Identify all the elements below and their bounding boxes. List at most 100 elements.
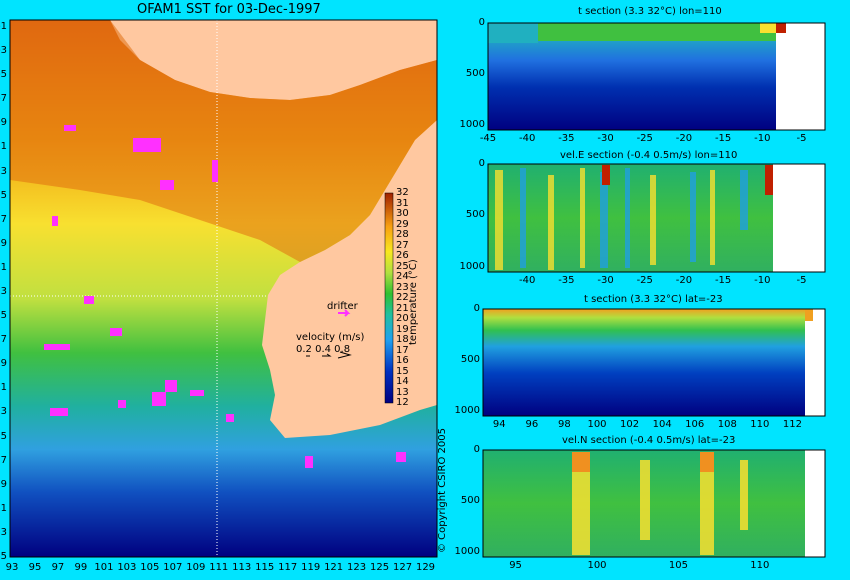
section-x-tick-label: -35 xyxy=(558,275,575,286)
map-x-tick-label: 119 xyxy=(301,562,321,573)
section-x-tick-label: -35 xyxy=(558,133,575,144)
map-x-tick-label: 101 xyxy=(94,562,114,573)
colorbar-tick-label: 27 xyxy=(396,239,409,251)
copyright-text: © Copyright CSIRO 2005 xyxy=(437,428,448,553)
map-x-tick-label: 115 xyxy=(255,562,275,573)
map-x-tick-label: 105 xyxy=(140,562,160,573)
colorbar-tick-label: 25 xyxy=(396,260,409,272)
colorbar-tick-label: 29 xyxy=(396,218,409,230)
drifter-label: drifter xyxy=(327,301,358,312)
map-x-tick-label: 97 xyxy=(51,562,65,573)
map-x-tick-label: 113 xyxy=(232,562,252,573)
velocity-label: velocity (m/s) xyxy=(296,332,365,343)
map-y-tick-label: -21 xyxy=(0,261,7,273)
map-y-tick-label: -43 xyxy=(0,526,7,538)
section-x-tick-label: 95 xyxy=(509,560,522,571)
section-x-tick-label: 94 xyxy=(492,419,506,430)
section-x-tick-label: 104 xyxy=(652,419,672,430)
land-indonesia xyxy=(110,20,437,100)
colorbar-tick-label: 30 xyxy=(396,208,409,219)
colorbar-tick-label: 15 xyxy=(396,365,409,377)
section-x-tick-label: -30 xyxy=(597,275,614,286)
map-y-tick-label: -5 xyxy=(0,69,7,81)
drifter-mark xyxy=(396,452,406,462)
section-x-tick-label: 96 xyxy=(525,419,539,430)
colorbar-tick-label: 19 xyxy=(396,323,409,335)
drifter-mark xyxy=(118,400,126,408)
colorbar-tick-label: 17 xyxy=(396,344,409,356)
map-y-tick-label: -15 xyxy=(0,189,7,201)
section-x-tick-label: -45 xyxy=(479,133,497,144)
colorbar-tick-label: 13 xyxy=(396,386,409,398)
map-y-tick-label: -29 xyxy=(0,358,7,370)
section-x-tick-label: -10 xyxy=(754,133,771,144)
drifter-mark xyxy=(152,392,166,406)
map-y-tick-label: -9 xyxy=(0,117,7,129)
section-y-tick-label: 0 xyxy=(478,17,485,28)
colorbar-tick-label: 26 xyxy=(396,250,409,261)
section-x-tick-label: -15 xyxy=(714,133,732,144)
map-y-tick-label: -35 xyxy=(0,430,7,442)
drifter-mark xyxy=(84,296,94,304)
colorbar-tick-label: 24 xyxy=(396,271,409,282)
vel-n-section-lat-23 xyxy=(482,449,826,558)
section-y-tick-label: 1000 xyxy=(459,118,485,130)
map-y-tick-label: -7 xyxy=(0,93,7,105)
section-x-tick-label: -10 xyxy=(754,275,771,286)
section-x-tick-label: -40 xyxy=(519,275,536,286)
t-section-lon110 xyxy=(487,22,826,131)
drifter-mark xyxy=(50,408,68,416)
map-y-tick-label: -3 xyxy=(0,45,7,57)
map-y-tick-label: -41 xyxy=(0,502,7,514)
drifter-markers xyxy=(44,125,406,468)
map-y-tick-label: -27 xyxy=(0,334,7,346)
map-x-tick-label: 103 xyxy=(117,562,137,573)
section-y-tick-label: 1000 xyxy=(459,260,485,272)
section-y-tick-label: 500 xyxy=(460,353,480,365)
colorbar-tick-label: 31 xyxy=(396,197,409,209)
map-y-tick-label: -1 xyxy=(0,21,7,32)
drifter-mark xyxy=(165,380,177,392)
drifter-mark xyxy=(110,328,122,336)
section-x-tick-label: 100 xyxy=(587,419,607,430)
section-y-tick-label: 0 xyxy=(473,444,480,455)
section-y-tick-label: 500 xyxy=(465,209,485,221)
section-x-tick-label: -5 xyxy=(796,133,807,144)
vel-n-section-title: vel.N section (-0.4 0.5m/s) lat=-23 xyxy=(562,435,736,446)
drifter-mark xyxy=(133,138,161,152)
sst-map xyxy=(10,20,437,557)
section-y-tick-label: 500 xyxy=(465,67,485,79)
colorbar-tick-label: 28 xyxy=(396,229,409,240)
map-x-tick-label: 111 xyxy=(209,562,229,573)
section-x-tick-label: -25 xyxy=(636,275,653,286)
colorbar-tick-label: 16 xyxy=(396,355,409,366)
map-y-tick-label: -25 xyxy=(0,310,7,322)
drifter-mark xyxy=(64,125,76,131)
map-x-tick-label: 95 xyxy=(28,562,42,573)
map-y-tick-label: -31 xyxy=(0,382,7,394)
t-section-lat-23 xyxy=(482,308,826,417)
section-x-tick-label: 106 xyxy=(685,419,705,430)
section-x-tick-label: -5 xyxy=(796,275,807,286)
section-y-tick-label: 0 xyxy=(478,158,485,169)
section-x-tick-label: -20 xyxy=(675,133,693,144)
section-x-tick-label: 110 xyxy=(750,560,770,571)
map-y-tick-label: -23 xyxy=(0,286,7,297)
map-x-tick-label: 109 xyxy=(186,562,206,573)
velocity-legend-arrows xyxy=(306,351,352,359)
vel-e-section-title: vel.E section (-0.4 0.5m/s) lon=110 xyxy=(560,150,738,161)
map-x-tick-label: 117 xyxy=(278,562,298,573)
map-x-tick-label: 121 xyxy=(324,562,344,573)
section-x-tick-label: 102 xyxy=(620,419,640,430)
section-x-tick-label: -40 xyxy=(519,133,536,144)
section-x-tick-label: -25 xyxy=(636,133,653,144)
section-y-tick-label: 1000 xyxy=(454,404,480,416)
warm-water-north xyxy=(10,20,437,262)
colorbar-label: temperature (°C) xyxy=(408,259,419,345)
map-x-tick-label: 123 xyxy=(347,562,367,573)
colorbar-tick-label: 32 xyxy=(396,187,409,198)
map-y-tick-label: -13 xyxy=(0,165,7,177)
colorbar-tick-label: 22 xyxy=(396,292,409,303)
section-x-tick-label: 100 xyxy=(587,560,607,571)
